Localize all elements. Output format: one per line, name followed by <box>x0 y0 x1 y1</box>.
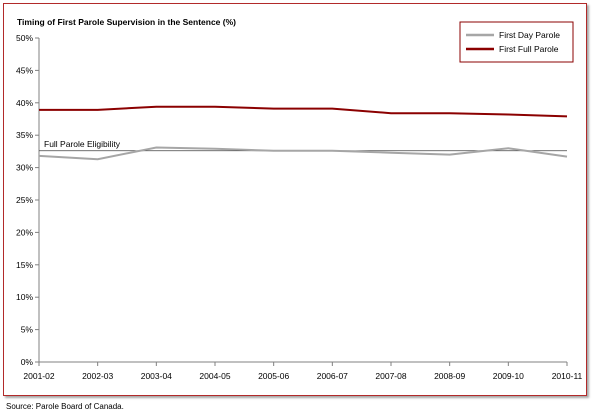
x-tick-label: 2001-02 <box>23 371 54 381</box>
x-tick-label: 2006-07 <box>317 371 348 381</box>
reference-line-group: Full Parole Eligibility <box>39 139 567 152</box>
legend: First Day Parole First Full Parole <box>459 21 574 63</box>
y-tick-label: 15% <box>16 260 33 270</box>
source-note: Source: Parole Board of Canada. <box>6 402 124 411</box>
legend-box <box>459 21 574 63</box>
x-tick-label: 2010-11 <box>552 371 583 381</box>
y-tick-label: 0% <box>21 357 34 367</box>
reference-line-label: Full Parole Eligibility <box>44 139 121 149</box>
x-tick-label: 2002-03 <box>82 371 113 381</box>
y-tick-label: 45% <box>16 65 33 75</box>
x-tick-label: 2004-05 <box>199 371 230 381</box>
x-axis-ticks: 2001-02 2002-03 2003-04 2004-05 2005-06 2006-… <box>23 362 583 381</box>
x-tick-label: 2008-09 <box>434 371 465 381</box>
y-tick-label: 5% <box>21 325 34 335</box>
x-tick-label: 2003-04 <box>141 371 172 381</box>
y-tick-label: 30% <box>16 163 33 173</box>
y-tick-label: 10% <box>16 292 33 302</box>
legend-label: First Full Parole <box>499 44 559 54</box>
y-axis-ticks: 0% 5% 10% 15% 20% 25% 30% 35% 40% 45% 50% <box>16 33 39 367</box>
series-line-first-day-parole <box>38 146 568 161</box>
x-tick-label: 2005-06 <box>258 371 289 381</box>
x-tick-label: 2009-10 <box>493 371 524 381</box>
y-tick-label: 40% <box>16 98 33 108</box>
legend-label: First Day Parole <box>499 30 560 40</box>
chart-frame: Timing of First Parole Supervision in th… <box>3 3 587 396</box>
series-group <box>38 105 568 161</box>
x-tick-label: 2007-08 <box>375 371 406 381</box>
y-tick-label: 20% <box>16 227 33 237</box>
y-tick-label: 35% <box>16 130 33 140</box>
y-tick-label: 25% <box>16 195 33 205</box>
chart-title: Timing of First Parole Supervision in th… <box>17 17 236 27</box>
axes <box>38 38 567 363</box>
line-chart: Timing of First Parole Supervision in th… <box>16 17 583 381</box>
series-line-first-full-parole <box>39 105 568 118</box>
y-tick-label: 50% <box>16 33 33 43</box>
